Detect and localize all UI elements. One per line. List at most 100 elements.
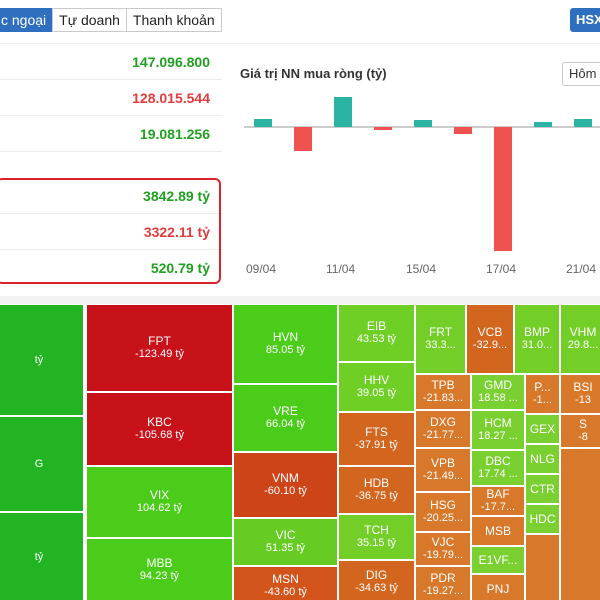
treemap-value: 18.27 ... xyxy=(478,430,518,442)
treemap-value: 104.62 tỷ xyxy=(136,502,183,514)
treemap-cell[interactable]: GEX xyxy=(525,414,560,444)
stat-buy-volume: 147.096.800 xyxy=(132,54,210,70)
treemap-ticker: VRE xyxy=(273,404,298,418)
treemap-ticker: VIC xyxy=(275,528,296,542)
treemap-cell[interactable]: CTR xyxy=(525,474,560,504)
treemap-cell[interactable]: HHV 39.05 tỷ xyxy=(338,362,415,412)
treemap-cell[interactable]: GMD 18.58 ... xyxy=(471,374,525,410)
treemap-ticker: DIG xyxy=(365,568,388,582)
treemap-cell[interactable]: VPB -21.49... xyxy=(415,448,471,492)
x-axis-label: 09/04 xyxy=(246,262,276,276)
treemap-cell[interactable]: DIG -34.63 tỷ xyxy=(338,560,415,600)
treemap-cell[interactable] xyxy=(525,534,560,600)
treemap-value: 94.23 tỷ xyxy=(139,570,180,582)
treemap-cell[interactable]: KBC -105.68 tỷ xyxy=(86,392,233,466)
chart-bar xyxy=(294,127,312,151)
stat-buy-value: 3842.89 tỷ xyxy=(143,188,210,204)
chart-bar xyxy=(494,127,512,251)
treemap-ticker: HSG xyxy=(429,498,456,512)
chart-bar xyxy=(414,120,432,127)
tab-proprietary[interactable]: Tự doanh xyxy=(52,8,127,32)
treemap-ticker: BSI xyxy=(573,380,593,394)
chart-bar xyxy=(534,122,552,127)
treemap-cell[interactable]: S -8 xyxy=(560,414,600,448)
treemap-value: -43.60 tỷ xyxy=(264,586,307,598)
treemap-ticker: FRT xyxy=(428,325,453,339)
treemap-ticker: MBB xyxy=(146,556,173,570)
treemap-cell[interactable]: HSG -20.25... xyxy=(415,492,471,532)
treemap-value: 43.53 tỷ xyxy=(356,333,397,345)
treemap-cell[interactable]: MSN -43.60 tỷ xyxy=(233,566,338,600)
treemap-cell[interactable]: FPT -123.49 tỷ xyxy=(86,304,233,392)
treemap-ticker: VPB xyxy=(430,456,455,470)
stat-row: 147.096.800 xyxy=(0,44,222,80)
net-buy-chart: 09/04 11/04 15/04 17/04 21/04 xyxy=(244,97,600,276)
treemap-value: -17.7... xyxy=(480,501,516,513)
treemap-value: 17.74 ... xyxy=(478,468,518,480)
stat-sell-value: 3322.11 tỷ xyxy=(143,224,210,240)
treemap-ticker: PDR xyxy=(430,571,456,585)
chart-bar xyxy=(374,127,392,130)
x-axis-label: 17/04 xyxy=(486,262,516,276)
top-bar: c ngoại Tự doanh Thanh khoản HSX xyxy=(0,0,600,44)
treemap-cell[interactable]: BAF -17.7... xyxy=(471,486,525,516)
stat-net-volume: 19.081.256 xyxy=(139,126,210,142)
x-axis-label: 11/04 xyxy=(326,262,355,276)
treemap-cell[interactable] xyxy=(560,448,600,600)
treemap-cell[interactable]: EIB 43.53 tỷ xyxy=(338,304,415,362)
treemap-ticker: MSB xyxy=(484,523,511,538)
treemap-cell[interactable]: FRT 33.3... xyxy=(415,304,466,374)
treemap-ticker: HHV xyxy=(363,373,390,387)
treemap-ticker: FTS xyxy=(365,425,388,439)
treemap-cell[interactable]: FTS -37.91 tỷ xyxy=(338,412,415,466)
treemap-ticker: VHM xyxy=(569,325,597,339)
treemap-ticker: TCH xyxy=(364,523,389,537)
treemap-cell[interactable]: NLG xyxy=(525,444,560,474)
stat-row: 520.79 tỷ xyxy=(0,250,222,286)
chart-title: Giá trị NN mua ròng (tỷ) xyxy=(240,66,387,81)
treemap-ticker: E1VF... xyxy=(478,552,518,567)
treemap-cell[interactable]: DXG -21.77... xyxy=(415,410,471,448)
treemap-cell[interactable]: VJC -19.79... xyxy=(415,532,471,566)
treemap-cell[interactable]: PNJ xyxy=(471,574,525,600)
treemap-cell[interactable]: TCH 35.15 tỷ xyxy=(338,514,415,560)
exchange-button[interactable]: HSX xyxy=(570,8,600,32)
treemap-cell[interactable]: BSI -13 xyxy=(560,374,600,414)
x-axis-label: 15/04 xyxy=(406,262,436,276)
treemap-value: 85.05 tỷ xyxy=(265,344,306,356)
treemap-cell[interactable]: VCB -32.9... xyxy=(466,304,514,374)
treemap-cell[interactable]: VRE 66.04 tỷ xyxy=(233,384,338,452)
treemap-value: 18.58 ... xyxy=(478,392,518,404)
treemap-cell[interactable]: VNM -60.10 tỷ xyxy=(233,452,338,518)
treemap-cell[interactable]: DBC 17.74 ... xyxy=(471,450,525,486)
treemap-ticker: CTR xyxy=(530,481,555,496)
treemap-ticker: EIB xyxy=(366,319,387,333)
treemap-cell[interactable]: BMP 31.0... xyxy=(514,304,560,374)
treemap-cell[interactable]: PDR -19.27... xyxy=(415,566,471,600)
treemap-cell[interactable]: TPB -21.83... xyxy=(415,374,471,410)
treemap-cell[interactable]: tỷ xyxy=(0,304,84,416)
treemap-value: -21.77... xyxy=(422,429,464,441)
treemap-cell[interactable]: VIC 51.35 tỷ xyxy=(233,518,338,566)
tab-liquidity[interactable]: Thanh khoản xyxy=(125,8,222,32)
treemap-cell[interactable]: E1VF... xyxy=(471,546,525,574)
treemap-cell[interactable]: VHM 29.8... xyxy=(560,304,600,374)
treemap-cell[interactable]: G xyxy=(0,416,84,512)
treemap-cell[interactable]: HCM 18.27 ... xyxy=(471,410,525,450)
treemap-value: -20.25... xyxy=(422,512,464,524)
stat-sell-volume: 128.015.544 xyxy=(132,90,210,106)
treemap-cell[interactable]: VIX 104.62 tỷ xyxy=(86,466,233,538)
treemap-cell[interactable]: HVN 85.05 tỷ xyxy=(233,304,338,384)
treemap-cell[interactable]: tỷ xyxy=(0,512,84,600)
x-axis-label: 21/04 xyxy=(566,262,596,276)
range-select-button[interactable]: Hôm xyxy=(562,62,600,86)
treemap-ticker: VIX xyxy=(149,488,170,502)
stat-row: 19.081.256 xyxy=(0,116,222,152)
treemap-cell[interactable]: MSB xyxy=(471,516,525,546)
treemap-cell[interactable]: HDB -36.75 tỷ xyxy=(338,466,415,514)
tab-foreign[interactable]: c ngoại xyxy=(0,8,54,32)
treemap-cell[interactable]: MBB 94.23 tỷ xyxy=(86,538,233,600)
treemap-value: G xyxy=(34,457,44,470)
treemap-cell[interactable]: P... -1... xyxy=(525,374,560,414)
treemap-cell[interactable]: HDC xyxy=(525,504,560,534)
